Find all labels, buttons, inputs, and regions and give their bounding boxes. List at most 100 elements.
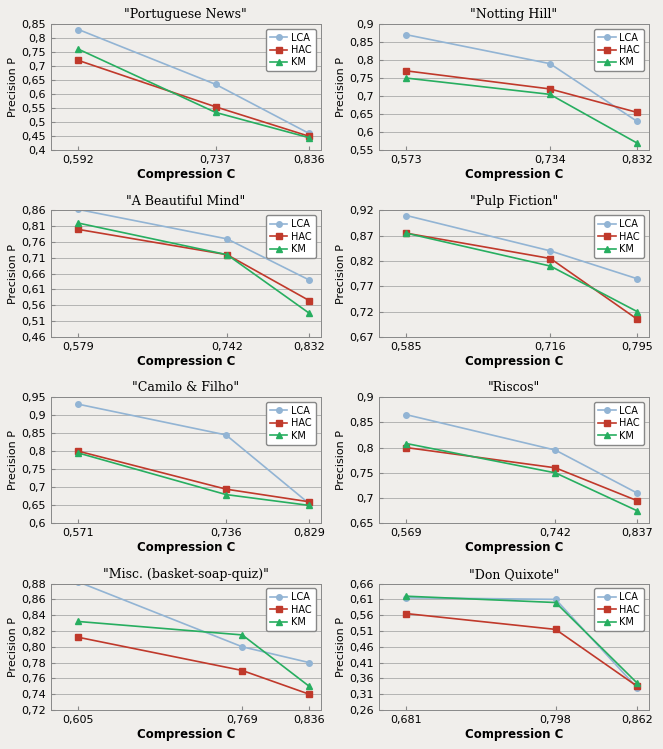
KM bbox=[211, 108, 219, 117]
Line: LCA: LCA bbox=[76, 27, 312, 136]
Title: "Riscos": "Riscos" bbox=[487, 381, 540, 395]
Y-axis label: Precision P: Precision P bbox=[9, 57, 19, 117]
KM bbox=[74, 219, 82, 228]
LCA bbox=[74, 205, 82, 214]
LCA bbox=[223, 234, 231, 243]
HAC bbox=[74, 446, 82, 455]
Line: HAC: HAC bbox=[404, 231, 640, 322]
Line: LCA: LCA bbox=[76, 207, 312, 283]
KM bbox=[546, 90, 554, 99]
Legend: LCA, HAC, KM: LCA, HAC, KM bbox=[266, 215, 316, 258]
Line: HAC: HAC bbox=[404, 68, 640, 115]
Legend: LCA, HAC, KM: LCA, HAC, KM bbox=[266, 402, 316, 444]
Line: HAC: HAC bbox=[404, 611, 640, 689]
KM bbox=[74, 449, 82, 458]
Line: LCA: LCA bbox=[404, 213, 640, 282]
HAC bbox=[633, 682, 641, 691]
Line: HAC: HAC bbox=[76, 227, 312, 303]
LCA bbox=[402, 211, 410, 220]
LCA bbox=[74, 25, 82, 34]
Line: LCA: LCA bbox=[404, 595, 640, 691]
HAC bbox=[211, 103, 219, 112]
LCA bbox=[546, 246, 554, 255]
HAC bbox=[402, 67, 410, 76]
KM bbox=[552, 468, 560, 477]
Line: KM: KM bbox=[404, 76, 640, 146]
X-axis label: Compression C: Compression C bbox=[465, 728, 563, 741]
X-axis label: Compression C: Compression C bbox=[465, 541, 563, 554]
LCA bbox=[305, 129, 313, 138]
LCA bbox=[546, 59, 554, 68]
Legend: LCA, HAC, KM: LCA, HAC, KM bbox=[594, 215, 644, 258]
KM bbox=[305, 682, 313, 691]
HAC bbox=[305, 296, 313, 305]
Legend: LCA, HAC, KM: LCA, HAC, KM bbox=[594, 402, 644, 444]
Title: "Portuguese News": "Portuguese News" bbox=[125, 8, 247, 21]
Legend: LCA, HAC, KM: LCA, HAC, KM bbox=[594, 589, 644, 631]
X-axis label: Compression C: Compression C bbox=[137, 541, 235, 554]
Line: HAC: HAC bbox=[404, 445, 640, 503]
LCA bbox=[633, 683, 641, 692]
Y-axis label: Precision P: Precision P bbox=[9, 243, 19, 303]
Title: "Camilo & Filho": "Camilo & Filho" bbox=[132, 381, 239, 395]
Y-axis label: Precision P: Precision P bbox=[336, 243, 346, 303]
Line: LCA: LCA bbox=[404, 32, 640, 124]
LCA bbox=[552, 595, 560, 604]
KM bbox=[633, 307, 641, 316]
Line: LCA: LCA bbox=[404, 412, 640, 496]
HAC bbox=[222, 485, 230, 494]
Legend: LCA, HAC, KM: LCA, HAC, KM bbox=[594, 28, 644, 71]
KM bbox=[402, 592, 410, 601]
KM bbox=[74, 617, 82, 626]
Title: "Don Quixote": "Don Quixote" bbox=[469, 568, 559, 581]
Line: KM: KM bbox=[76, 220, 312, 316]
Title: "Misc. (basket-soap-quiz)": "Misc. (basket-soap-quiz)" bbox=[103, 568, 269, 581]
HAC bbox=[633, 108, 641, 117]
Title: "Pulp Fiction": "Pulp Fiction" bbox=[469, 195, 558, 208]
LCA bbox=[238, 643, 246, 652]
LCA bbox=[305, 499, 313, 508]
Y-axis label: Precision P: Precision P bbox=[9, 430, 19, 491]
Legend: LCA, HAC, KM: LCA, HAC, KM bbox=[266, 28, 316, 71]
LCA bbox=[402, 593, 410, 602]
HAC bbox=[305, 690, 313, 699]
HAC bbox=[74, 56, 82, 65]
HAC bbox=[74, 633, 82, 642]
Title: "A Beautiful Mind": "A Beautiful Mind" bbox=[126, 195, 245, 208]
Line: HAC: HAC bbox=[76, 58, 312, 139]
X-axis label: Compression C: Compression C bbox=[137, 728, 235, 741]
LCA bbox=[633, 117, 641, 126]
KM bbox=[238, 631, 246, 640]
Line: KM: KM bbox=[76, 619, 312, 689]
LCA bbox=[552, 446, 560, 455]
KM bbox=[546, 261, 554, 270]
Line: HAC: HAC bbox=[76, 449, 312, 505]
HAC bbox=[402, 228, 410, 237]
Y-axis label: Precision P: Precision P bbox=[9, 616, 19, 677]
HAC bbox=[402, 609, 410, 618]
Line: LCA: LCA bbox=[76, 401, 312, 506]
Y-axis label: Precision P: Precision P bbox=[337, 616, 347, 677]
Line: KM: KM bbox=[76, 450, 312, 508]
LCA bbox=[402, 30, 410, 39]
Line: KM: KM bbox=[404, 231, 640, 315]
KM bbox=[633, 506, 641, 515]
KM bbox=[402, 439, 410, 448]
X-axis label: Compression C: Compression C bbox=[137, 168, 235, 181]
HAC bbox=[546, 254, 554, 263]
HAC bbox=[546, 85, 554, 94]
HAC bbox=[633, 497, 641, 506]
Line: LCA: LCA bbox=[76, 579, 312, 665]
KM bbox=[305, 309, 313, 318]
Line: KM: KM bbox=[76, 46, 312, 141]
LCA bbox=[305, 658, 313, 667]
HAC bbox=[305, 132, 313, 141]
LCA bbox=[74, 577, 82, 586]
Title: "Notting Hill": "Notting Hill" bbox=[470, 8, 558, 21]
Y-axis label: Precision P: Precision P bbox=[337, 57, 347, 117]
Legend: LCA, HAC, KM: LCA, HAC, KM bbox=[266, 589, 316, 631]
LCA bbox=[74, 400, 82, 409]
KM bbox=[402, 228, 410, 237]
KM bbox=[633, 139, 641, 148]
LCA bbox=[633, 488, 641, 497]
